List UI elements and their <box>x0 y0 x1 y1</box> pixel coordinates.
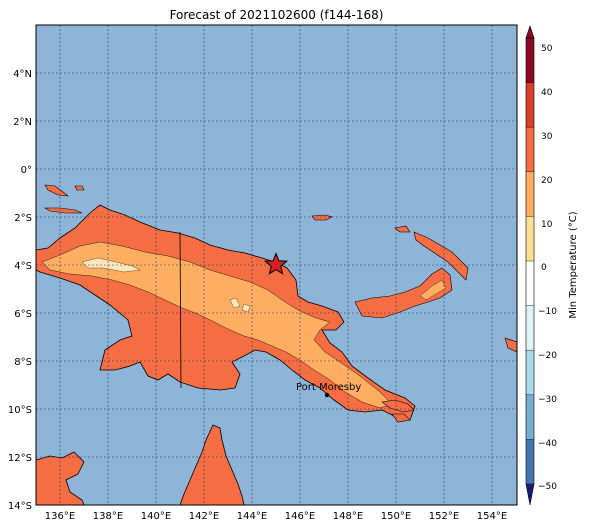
lat-tick-label: 4°S <box>14 261 32 272</box>
colorbar-tick-label: 40 <box>541 88 553 98</box>
colorbar-swatch <box>526 394 534 440</box>
city-label: Port Moresby <box>296 382 361 393</box>
colorbar-tick-label: 30 <box>541 132 553 142</box>
graticule <box>36 25 517 505</box>
lon-tick-label: 136°E <box>45 511 75 522</box>
colorbar-tick-label: 20 <box>541 176 553 186</box>
lon-tick-label: 152°E <box>429 511 459 522</box>
star-marker-icon <box>263 252 289 275</box>
lat-tick-label: 2°N <box>13 117 32 128</box>
colorbar-tick-label: −30 <box>538 395 557 405</box>
city-marker-icon <box>324 392 330 398</box>
colorbar-swatch <box>526 127 534 173</box>
lon-tick-label: 150°E <box>381 511 411 522</box>
colorbar-tick-label: −20 <box>538 351 557 361</box>
lat-tick-label: 6°S <box>14 309 32 320</box>
lon-tick-label: 138°E <box>93 511 123 522</box>
island <box>413 231 469 281</box>
landmasses <box>36 184 517 505</box>
colorbar-swatch <box>526 38 534 84</box>
colorbar-tick-label: −50 <box>538 482 557 492</box>
colorbar-tick-label: 50 <box>541 44 553 54</box>
highland-temperature-band <box>419 279 447 301</box>
colorbar-swatch <box>526 350 534 396</box>
colorbar-max-arrow-icon <box>525 25 535 39</box>
colorbar-swatch <box>526 261 534 307</box>
island <box>44 184 69 197</box>
lat-tick-label: 8°S <box>14 357 32 368</box>
lon-tick-label: 140°E <box>141 511 171 522</box>
lat-tick-label: 14°S <box>8 501 32 512</box>
map-frame <box>35 24 518 506</box>
lon-tick-label: 148°E <box>333 511 363 522</box>
cool-highland-spot <box>241 303 251 313</box>
border-line <box>179 231 182 389</box>
island <box>74 185 85 191</box>
colorbar-swatch <box>526 82 534 128</box>
colorbar-tick-label: 0 <box>541 263 547 273</box>
colorbar-swatch <box>526 305 534 351</box>
island <box>311 214 333 221</box>
colorbar-label: Min Temperature (°C) <box>568 211 579 318</box>
lat-tick-label: 12°S <box>8 453 32 464</box>
cool-highland-spot <box>229 297 241 309</box>
island <box>391 413 411 423</box>
lat-tick-label: 2°S <box>14 213 32 224</box>
colorbar-swatch <box>526 216 534 262</box>
cool-highland-spot <box>81 257 141 273</box>
lon-tick-label: 154°E <box>477 511 507 522</box>
new-britain-land <box>354 267 453 319</box>
lat-tick-label: 10°S <box>8 405 32 416</box>
lon-tick-label: 142°E <box>189 511 219 522</box>
island <box>43 207 83 214</box>
lat-tick-label: 0° <box>21 165 32 176</box>
colorbar-tick-label: 10 <box>541 220 553 230</box>
colorbar-swatch <box>526 439 534 485</box>
colorbar-tick-label: −40 <box>538 439 557 449</box>
island <box>394 225 411 233</box>
lat-tick-label: 4°N <box>13 69 32 80</box>
colorbar-min-arrow-icon <box>525 483 535 506</box>
australia-land <box>179 424 245 505</box>
lon-tick-label: 146°E <box>285 511 315 522</box>
colorbar-swatch <box>526 171 534 217</box>
colorbar-tick-label: −10 <box>538 307 557 317</box>
island <box>504 337 517 353</box>
colorbar: 50 40 30 20 10 0 −10 −20 −30 −40 −50 Min… <box>525 25 579 506</box>
lon-tick-label: 144°E <box>237 511 267 522</box>
map-title: Forecast of 2021102600 (f144-168) <box>169 8 384 22</box>
